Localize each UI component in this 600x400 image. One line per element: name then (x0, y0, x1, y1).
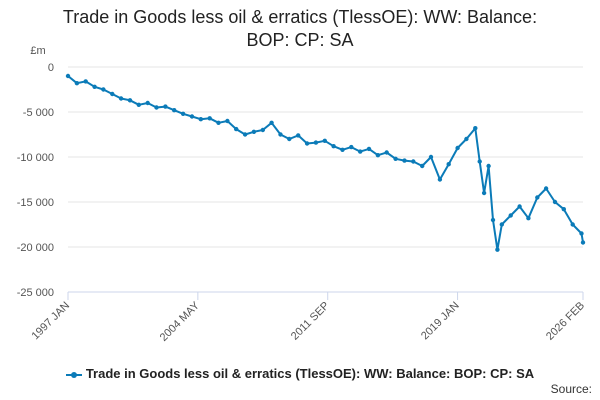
legend[interactable]: Trade in Goods less oil & erratics (Tles… (0, 366, 600, 381)
data-point[interactable] (260, 127, 265, 133)
data-point[interactable] (92, 84, 97, 90)
data-point[interactable] (189, 114, 195, 119)
data-point[interactable] (437, 177, 443, 182)
data-point[interactable] (393, 156, 398, 161)
legend-swatch-icon (65, 371, 82, 378)
data-point[interactable] (163, 104, 168, 109)
data-point[interactable] (83, 79, 88, 84)
data-point[interactable] (313, 140, 319, 145)
data-point[interactable] (526, 216, 531, 221)
data-point[interactable] (127, 98, 133, 103)
data-point[interactable] (269, 120, 274, 126)
data-point[interactable] (446, 162, 451, 167)
data-point[interactable] (296, 133, 301, 138)
data-point[interactable] (331, 144, 336, 149)
chart-title-line-2: BOP: CP: SA (246, 30, 354, 50)
legend-label: Trade in Goods less oil & erratics (Tles… (85, 366, 535, 381)
data-point[interactable] (402, 158, 407, 163)
data-point[interactable] (216, 120, 221, 126)
series-line[interactable] (67, 75, 584, 251)
data-point[interactable] (499, 222, 504, 227)
data-point[interactable] (242, 132, 248, 137)
data-point[interactable] (428, 154, 434, 160)
data-point[interactable] (495, 247, 500, 252)
data-point[interactable] (65, 73, 71, 79)
x-tick-label: 2004 MAY (158, 299, 203, 344)
data-point[interactable] (517, 204, 522, 209)
data-point[interactable] (477, 159, 482, 164)
data-point[interactable] (486, 163, 491, 169)
data-point[interactable] (74, 81, 80, 86)
gridlines (68, 66, 583, 248)
data-point[interactable] (287, 136, 292, 142)
data-point[interactable] (251, 129, 257, 134)
y-tick-label: -5 000 (23, 107, 54, 119)
data-point[interactable] (411, 159, 416, 164)
data-point[interactable] (340, 147, 345, 152)
y-tick-label: -15 000 (17, 197, 54, 209)
data-point[interactable] (366, 146, 372, 152)
data-point[interactable] (358, 149, 363, 154)
data-point[interactable] (464, 136, 469, 142)
y-tick-label: 0 (48, 62, 54, 74)
chart-plot: £m 0 -5 000 -10 000 -15 000 -20 000 -25 000 1… (17, 45, 587, 344)
data-point[interactable] (490, 217, 496, 223)
x-tick-label: 2019 JAN (419, 300, 462, 343)
data-point[interactable] (304, 141, 310, 146)
data-point[interactable] (225, 118, 230, 124)
y-tick-label: -20 000 (17, 242, 54, 254)
y-tick-label: -10 000 (17, 152, 54, 164)
source-label: Source: (550, 382, 592, 396)
data-point[interactable] (580, 240, 586, 245)
data-point[interactable] (455, 145, 460, 151)
y-axis-ticks: 0 -5 000 -10 000 -15 000 -20 000 -25 000 (17, 62, 54, 299)
chart-title: Trade in Goods less oil & erratics (Tles… (0, 6, 600, 52)
data-point[interactable] (234, 126, 239, 132)
data-point[interactable] (552, 199, 558, 205)
x-axis-ticks: 1997 JAN 2004 MAY 2011 SEP 2019 JAN 2026 FEB (29, 292, 587, 344)
data-point[interactable] (481, 190, 487, 196)
data-point[interactable] (322, 138, 327, 143)
data-point[interactable] (110, 91, 115, 97)
series-group (65, 73, 586, 252)
data-point[interactable] (145, 100, 150, 106)
x-tick-label: 1997 JAN (29, 300, 72, 343)
y-axis-unit-label: £m (30, 45, 45, 57)
data-point[interactable] (180, 111, 186, 117)
data-point[interactable] (101, 87, 106, 92)
x-tick-label: 2011 SEP (289, 300, 332, 343)
y-tick-label: -25 000 (17, 287, 54, 299)
data-point[interactable] (543, 186, 549, 191)
data-point[interactable] (198, 117, 203, 122)
data-point[interactable] (561, 207, 566, 212)
data-point[interactable] (172, 108, 177, 113)
data-point[interactable] (473, 126, 478, 131)
data-point[interactable] (420, 163, 425, 169)
data-point[interactable] (570, 222, 575, 227)
chart-title-line-1: Trade in Goods less oil & erratics (Tles… (62, 7, 538, 27)
data-point[interactable] (118, 96, 124, 101)
data-point[interactable] (136, 102, 141, 108)
data-point[interactable] (375, 153, 381, 158)
data-point[interactable] (349, 144, 354, 150)
data-point[interactable] (384, 150, 389, 155)
data-point[interactable] (278, 132, 283, 137)
data-point[interactable] (508, 213, 513, 218)
data-point[interactable] (535, 195, 540, 200)
x-tick-label: 2026 FEB (544, 300, 587, 343)
data-point[interactable] (207, 116, 212, 121)
data-point[interactable] (154, 105, 159, 110)
data-point[interactable] (579, 231, 584, 236)
